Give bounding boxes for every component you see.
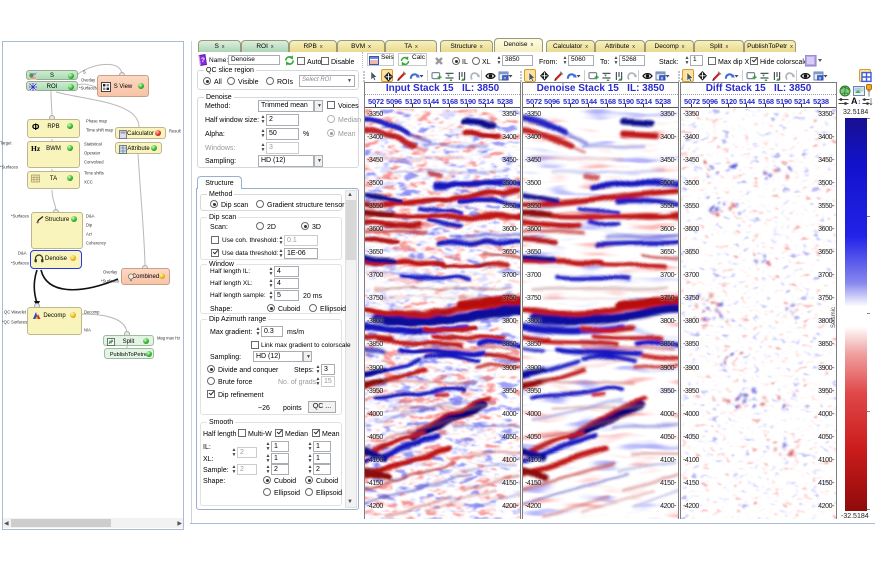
svg-text:?: ?	[201, 57, 205, 64]
